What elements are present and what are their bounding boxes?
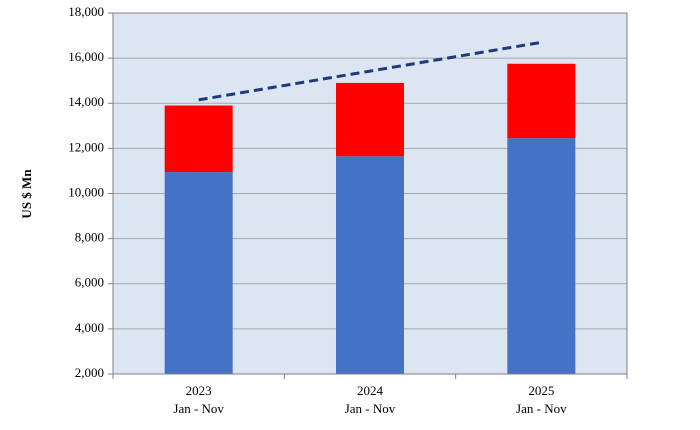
bar-segment [507, 63, 576, 139]
x-tick-label: 2023 [186, 383, 212, 398]
bar-segment [336, 82, 404, 157]
y-tick-label: 4,000 [75, 320, 104, 335]
y-tick-label: 6,000 [75, 275, 104, 290]
y-axis-label: US $ Mn [19, 169, 34, 219]
trend-line [198, 40, 542, 102]
y-tick-label: 8,000 [75, 230, 104, 245]
x-tick-sublabel: Jan - Nov [173, 401, 224, 416]
bar-segment [507, 138, 576, 374]
y-tick-label: 18,000 [68, 4, 104, 19]
y-tick-label: 16,000 [68, 49, 104, 64]
bar-segment [164, 105, 233, 173]
y-tick-label: 2,000 [75, 365, 104, 380]
x-tick-label: 2024 [357, 383, 384, 398]
y-tick-label: 12,000 [68, 139, 104, 154]
x-tick-sublabel: Jan - Nov [516, 401, 567, 416]
y-tick-label: 14,000 [68, 94, 104, 109]
bar-segment [336, 156, 404, 374]
x-tick-label: 2025 [528, 383, 554, 398]
plot-border [112, 12, 628, 375]
x-tick-sublabel: Jan - Nov [345, 401, 396, 416]
bar-segment [164, 172, 233, 374]
y-tick-label: 10,000 [68, 184, 104, 199]
